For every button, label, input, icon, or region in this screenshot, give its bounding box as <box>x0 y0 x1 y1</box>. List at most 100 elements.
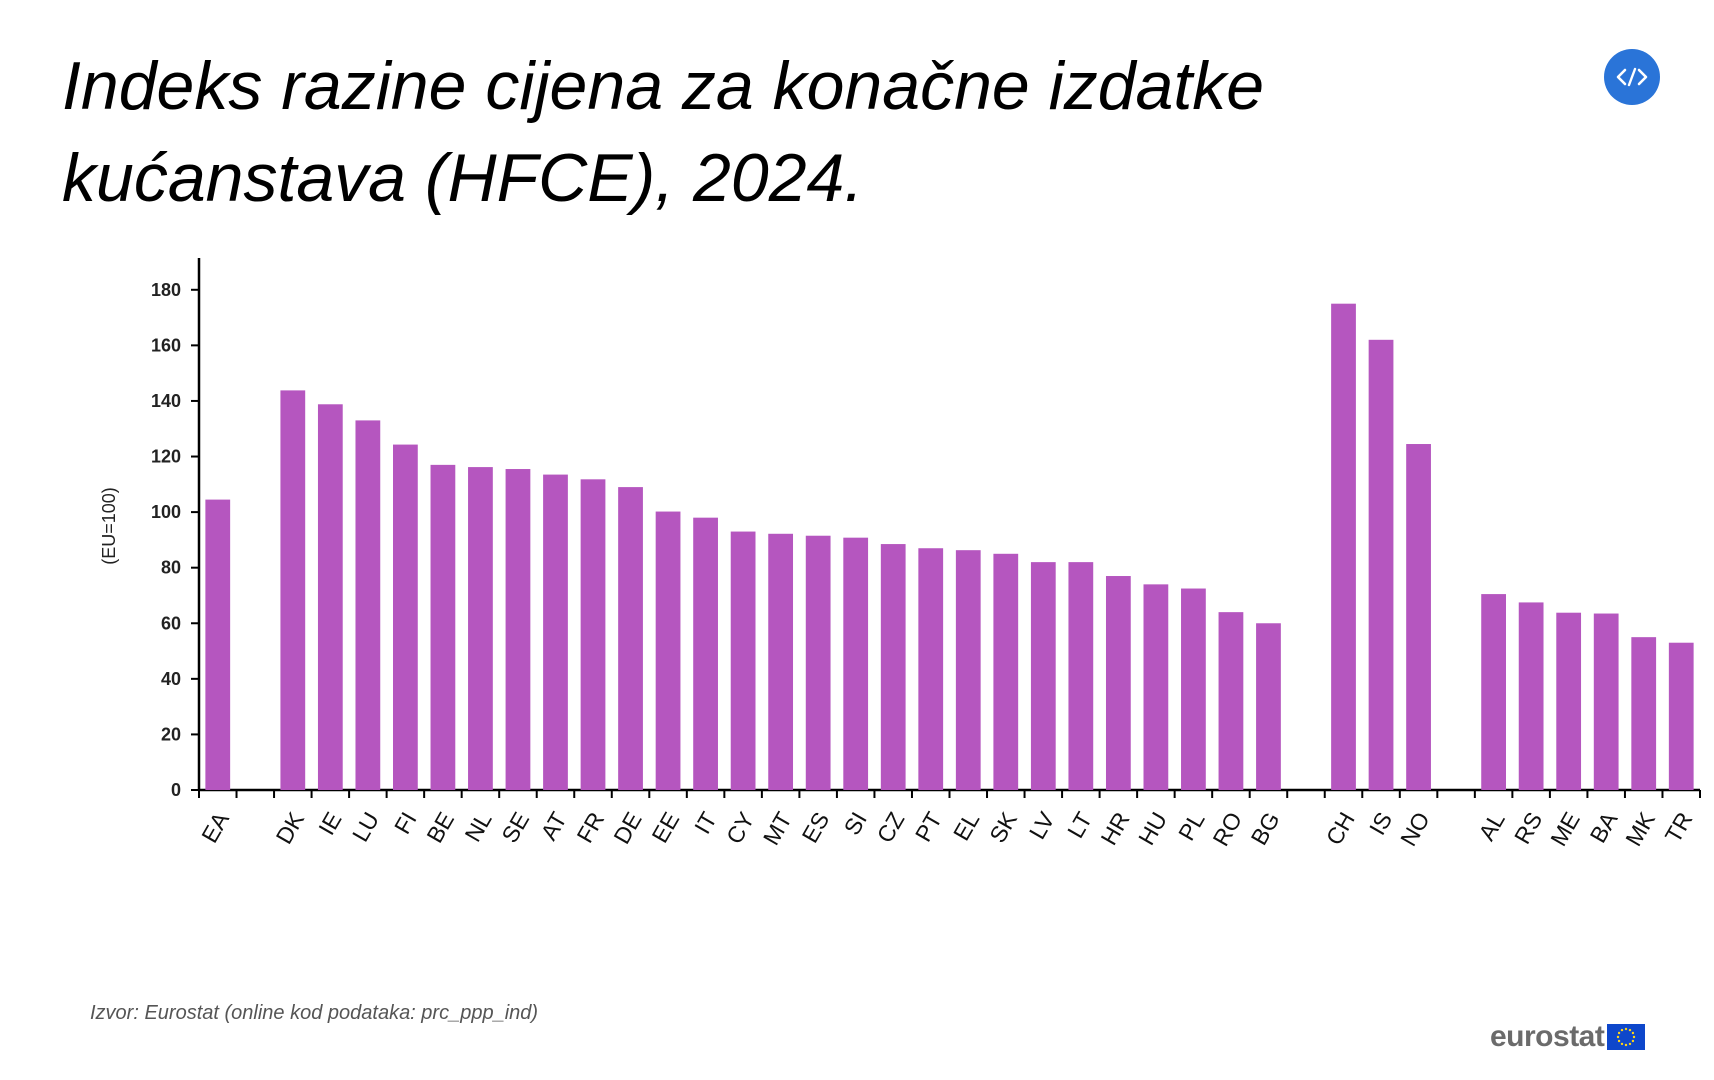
x-tick-label: BE <box>421 808 459 848</box>
flag-star <box>1618 1039 1621 1043</box>
x-tick-label: FR <box>571 808 609 848</box>
bar-ba <box>1593 613 1619 790</box>
bar-cz <box>880 544 906 790</box>
x-tick-label: LU <box>347 808 384 846</box>
flag-star <box>1629 1028 1632 1032</box>
bar-fi <box>393 444 418 790</box>
bar-se <box>505 469 531 790</box>
bar-it <box>693 517 718 790</box>
bar-ee <box>655 511 681 790</box>
bar-tr <box>1668 642 1694 790</box>
x-tick-label: IT <box>689 808 722 839</box>
bar-ch <box>1331 303 1356 790</box>
bar-no <box>1406 444 1431 790</box>
x-tick-label: LV <box>1024 807 1060 843</box>
x-tick-label: DE <box>608 808 646 849</box>
x-tick-label: SE <box>496 808 534 848</box>
x-tick-label: NL <box>459 807 496 846</box>
x-tick-label: TR <box>1660 808 1698 848</box>
bar-el <box>955 550 981 790</box>
x-tick-label: EL <box>948 807 985 845</box>
bar-rs <box>1518 602 1544 790</box>
logo-text: eurostat <box>1490 1020 1605 1053</box>
y-axis-label: (EU=100) <box>99 487 119 565</box>
bar-fr <box>580 479 606 790</box>
y-tick-label: 0 <box>171 780 181 800</box>
flag-star <box>1621 1028 1624 1032</box>
bar-ie <box>317 404 343 790</box>
flag-star <box>1625 1027 1628 1031</box>
x-tick-label: ES <box>797 808 835 848</box>
x-tick-label: RS <box>1509 808 1547 849</box>
bar-cy <box>730 531 756 790</box>
bar-es <box>805 535 831 790</box>
x-tick-label: PL <box>1173 807 1210 845</box>
bar-at <box>543 474 568 790</box>
flag-star <box>1625 1043 1628 1047</box>
bar-lv <box>1030 562 1056 790</box>
y-tick-label: 100 <box>151 502 181 522</box>
x-tick-label: EE <box>646 808 684 848</box>
x-tick-label: ME <box>1545 808 1585 851</box>
x-tick-label: SK <box>984 807 1022 847</box>
flag-star <box>1633 1035 1636 1039</box>
y-tick-label: 140 <box>151 391 181 411</box>
x-tick-label: CH <box>1321 808 1360 850</box>
y-tick-label: 40 <box>161 669 181 689</box>
bar-is <box>1368 339 1394 790</box>
bar-al <box>1481 594 1506 790</box>
x-tick-label: RO <box>1207 808 1247 851</box>
x-tick-label: BA <box>1585 807 1623 847</box>
x-tick-label: MK <box>1620 807 1660 850</box>
y-tick-label: 180 <box>151 280 181 300</box>
y-tick-label: 60 <box>161 613 181 633</box>
bar-si <box>843 537 869 790</box>
x-tick-label: HU <box>1133 808 1172 850</box>
bar-lu <box>355 420 381 790</box>
bar-ro <box>1218 612 1244 790</box>
bar-dk <box>280 390 306 790</box>
bar-ea <box>205 499 231 790</box>
bar-bg <box>1256 623 1281 790</box>
x-tick-label: CY <box>721 808 759 849</box>
bar-sk <box>993 553 1019 790</box>
x-tick-label: AT <box>535 808 571 845</box>
flag-star <box>1632 1031 1635 1035</box>
flag-star <box>1629 1042 1632 1046</box>
bar-hu <box>1143 584 1169 790</box>
bar-pl <box>1181 588 1206 790</box>
bar-be <box>430 464 456 790</box>
bar-me <box>1556 612 1582 790</box>
x-tick-label: MT <box>758 808 797 850</box>
bar-nl <box>468 467 493 790</box>
bar-de <box>618 487 643 790</box>
flag-star <box>1617 1035 1620 1039</box>
source-note: Izvor: Eurostat (online kod podataka: pr… <box>90 1002 539 1024</box>
x-tick-label: HR <box>1096 808 1135 850</box>
eu-flag-icon <box>1607 1024 1646 1050</box>
x-tick-label: IE <box>313 808 346 840</box>
bar-mt <box>768 533 794 790</box>
x-tick-label: NO <box>1395 808 1435 851</box>
flag-star <box>1621 1042 1624 1046</box>
y-tick-label: 80 <box>161 558 181 578</box>
y-tick-label: 160 <box>151 335 181 355</box>
x-tick-label: IS <box>1364 808 1397 840</box>
bar-hr <box>1105 576 1131 790</box>
embed-code-button[interactable] <box>1604 49 1660 105</box>
x-tick-label: LT <box>1062 808 1097 843</box>
flag-star <box>1618 1031 1621 1035</box>
flag-star <box>1632 1039 1635 1043</box>
code-embed-icon <box>1616 67 1648 87</box>
x-tick-label: EA <box>196 807 234 847</box>
y-tick-label: 20 <box>161 724 181 744</box>
x-tick-label: AL <box>1473 807 1510 845</box>
x-tick-label: DK <box>271 807 310 848</box>
y-tick-label: 120 <box>151 447 181 467</box>
eurostat-logo: eurostat <box>1490 1020 1646 1054</box>
x-tick-label: BG <box>1246 808 1285 850</box>
bar-mk <box>1631 637 1657 790</box>
bar-lt <box>1068 562 1094 790</box>
